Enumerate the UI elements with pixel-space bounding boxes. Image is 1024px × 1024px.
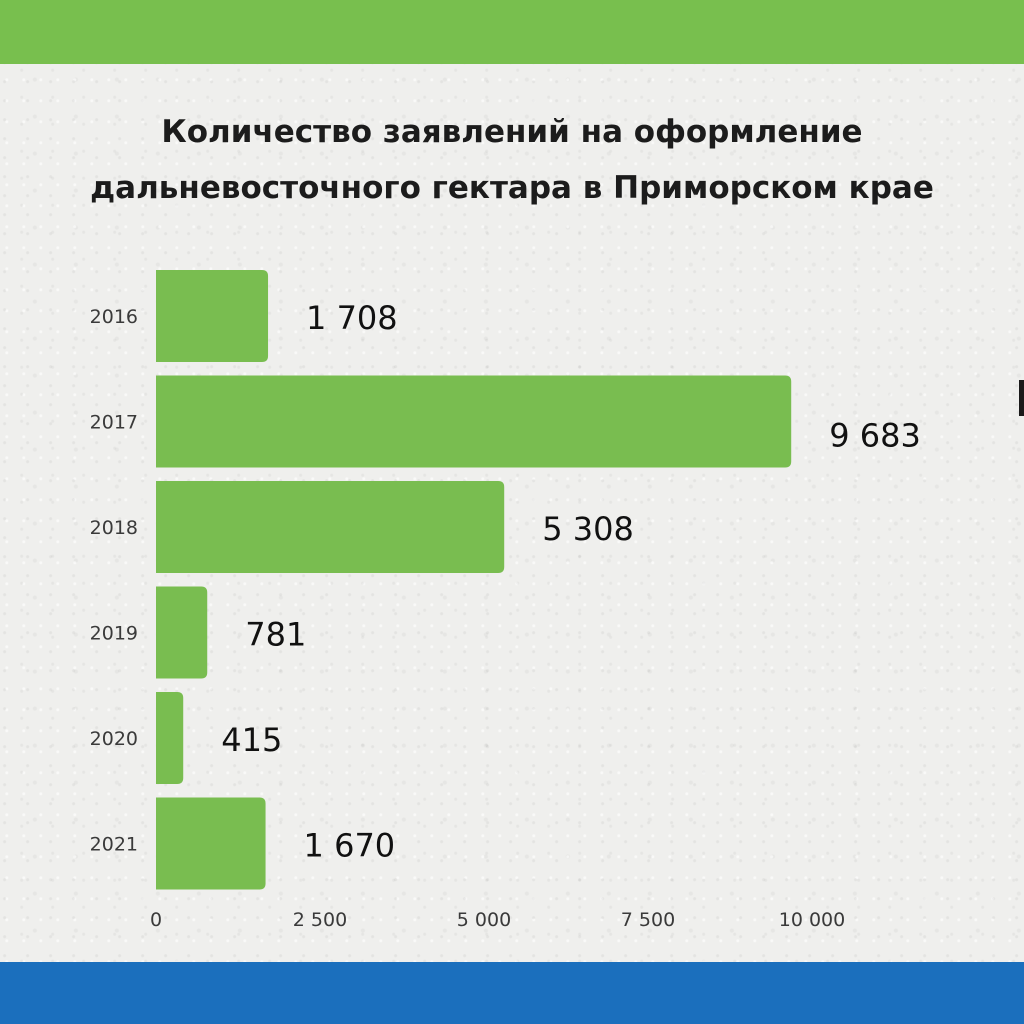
bottom-banner: [0, 962, 1024, 1024]
category-label-2021: 2021: [90, 834, 138, 856]
category-label-2018: 2018: [90, 517, 138, 539]
x-tick-label: 10 000: [779, 909, 845, 931]
bar-2017: [156, 375, 792, 468]
bar-2019: [156, 586, 208, 679]
top-banner: [0, 0, 1024, 64]
bar-2020: [156, 692, 184, 784]
category-label-2017: 2017: [90, 412, 138, 434]
category-label-2019: 2019: [90, 623, 138, 645]
bar-2016: [156, 270, 269, 362]
value-label-2017: 9 683: [829, 417, 921, 455]
x-tick-label: 7 500: [621, 909, 675, 931]
category-label-2016: 2016: [90, 306, 138, 328]
value-label-2018: 5 308: [542, 510, 634, 548]
bar-2021: [156, 797, 266, 890]
x-tick-label: 0: [150, 909, 162, 931]
chart-title-line-2: дальневосточного гектара в Приморском кр…: [90, 170, 934, 206]
edge-mark: [1019, 380, 1024, 416]
value-label-2016: 1 708: [306, 299, 398, 337]
value-label-2019: 781: [245, 616, 306, 654]
x-tick-label: 2 500: [293, 909, 347, 931]
category-label-2020: 2020: [90, 728, 138, 750]
x-tick-label: 5 000: [457, 909, 511, 931]
bar-2018: [156, 481, 505, 573]
value-label-2021: 1 670: [304, 827, 396, 865]
chart-title-line-1: Количество заявлений на оформление: [161, 114, 863, 150]
value-label-2020: 415: [221, 721, 282, 759]
chart-title: Количество заявлений на оформление дальн…: [20, 104, 1004, 216]
